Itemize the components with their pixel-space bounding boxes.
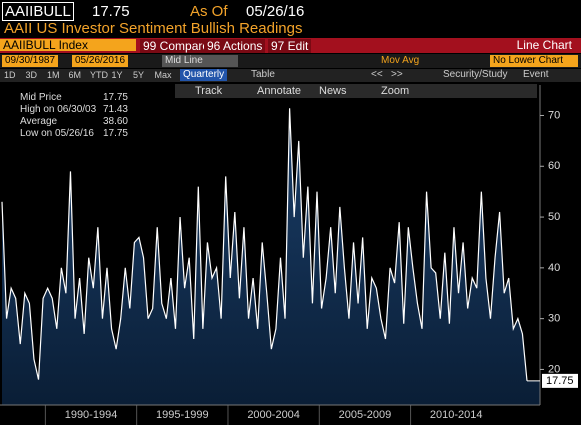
y-tick-label: 40 <box>548 262 560 274</box>
x-tick-label: 1990-1994 <box>65 409 118 421</box>
range-button[interactable]: YTD <box>90 70 108 80</box>
settings-bar: 09/30/1987 05/26/2016 Mid Line Mov Avg N… <box>0 54 581 68</box>
chart-kind[interactable]: Line Chart <box>516 38 572 52</box>
x-tick-label: 1995-1999 <box>156 409 209 421</box>
tool-button[interactable]: News <box>319 85 347 97</box>
end-date[interactable]: 05/26/2016 <box>72 55 129 67</box>
legend-value: 71.43 <box>102 104 128 115</box>
legend-row: Mid Price 17.75 <box>8 92 128 104</box>
lower-chart[interactable]: No Lower Chart <box>490 55 578 67</box>
x-tick-label: 2000-2004 <box>247 409 300 421</box>
mid-line[interactable]: Mid Line <box>162 55 238 67</box>
area <box>2 108 540 405</box>
range-button[interactable]: 1Y <box>111 70 123 80</box>
menu-item[interactable]: 97 Edit <box>268 39 312 53</box>
menu-bar: AAIIBULL Index 99 Compare 96 Actions 97 Ed… <box>0 38 581 53</box>
tool-button[interactable]: Annotate <box>257 85 302 97</box>
range-button[interactable]: 1M <box>47 70 60 80</box>
y-tick-label: 70 <box>548 109 560 121</box>
y-tick-label: 30 <box>548 313 560 325</box>
legend-value: 17.75 <box>102 92 128 103</box>
subtitle: AAII US Investor Sentiment Bullish Readi… <box>4 20 303 37</box>
legend-value: 38.60 <box>102 116 128 127</box>
mov-avg[interactable]: Mov Avg <box>381 55 420 66</box>
line <box>1 108 528 381</box>
period[interactable]: Quarterly <box>180 69 228 81</box>
y-tick-label: 60 <box>548 160 560 172</box>
event[interactable]: Event <box>523 69 549 80</box>
as-of-label: As Of <box>190 3 228 20</box>
range-button[interactable]: 6M <box>68 70 82 80</box>
header: AAIIBULL 17.75 As Of 05/26/16 <box>0 0 581 21</box>
menu-item[interactable]: 96 Actions <box>204 39 266 53</box>
last-value-label: 17.75 <box>546 375 574 387</box>
range-button[interactable]: Max <box>154 70 172 80</box>
tool-button[interactable]: Zoom <box>381 85 410 97</box>
as-of-date: 05/26/16 <box>246 3 305 20</box>
table[interactable]: Table <box>251 69 275 80</box>
y-tick-label: 50 <box>548 211 560 223</box>
legend-label: Low on 05/26/16 <box>20 128 94 139</box>
y-tick-label: 20 <box>548 363 560 375</box>
ticker: AAIIBULL <box>2 2 74 21</box>
range-button[interactable]: 1D <box>4 70 16 80</box>
start-date[interactable]: 09/30/1987 <box>2 55 59 67</box>
x-tick-label: 2010-2014 <box>430 409 483 421</box>
nav-arrows[interactable]: << >> <box>371 69 403 80</box>
tool-button[interactable]: Track <box>195 85 223 97</box>
price: 17.75 <box>92 3 130 20</box>
legend: Mid Price 17.75 High on 06/30/03 71.43 Avera… <box>8 92 128 140</box>
security-study[interactable]: Security/Study <box>443 69 508 80</box>
legend-value: 17.75 <box>102 128 128 139</box>
legend-row: Average 38.60 <box>8 116 128 128</box>
legend-label: High on 06/30/03 <box>20 104 97 115</box>
last-value-box <box>542 373 578 388</box>
menu-item[interactable]: 99 Compare <box>140 39 213 53</box>
tool-bar: Track Annotate News Zoom <box>175 84 537 98</box>
legend-row: High on 06/30/03 71.43 <box>8 104 128 116</box>
range-button[interactable]: 5Y <box>133 70 145 80</box>
range-button[interactable]: 3D <box>25 70 38 80</box>
x-tick-label: 2005-2009 <box>339 409 392 421</box>
legend-label: Average <box>20 116 58 127</box>
legend-row: Low on 05/26/16 17.75 <box>8 128 128 140</box>
range-bar: 1D 3D 1M 6M YTD 1Y 5Y Max Quarterly Table << >>… <box>0 69 581 82</box>
legend-label: Mid Price <box>20 92 62 103</box>
security[interactable]: AAIIBULL Index <box>0 39 136 51</box>
